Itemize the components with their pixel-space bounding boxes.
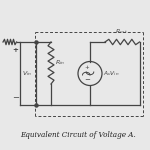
Text: −: − (12, 93, 19, 102)
Text: $R_{in}$: $R_{in}$ (55, 58, 65, 68)
Text: Equivalent Circuit of Voltage A.: Equivalent Circuit of Voltage A. (20, 131, 136, 139)
Text: +: + (12, 46, 18, 52)
Text: $V_{in}$: $V_{in}$ (22, 69, 33, 78)
Text: −: − (84, 76, 90, 82)
Text: +: + (85, 65, 89, 70)
Text: $R_{out}$: $R_{out}$ (116, 27, 129, 36)
Text: $A_v V_{in}$: $A_v V_{in}$ (103, 69, 119, 78)
